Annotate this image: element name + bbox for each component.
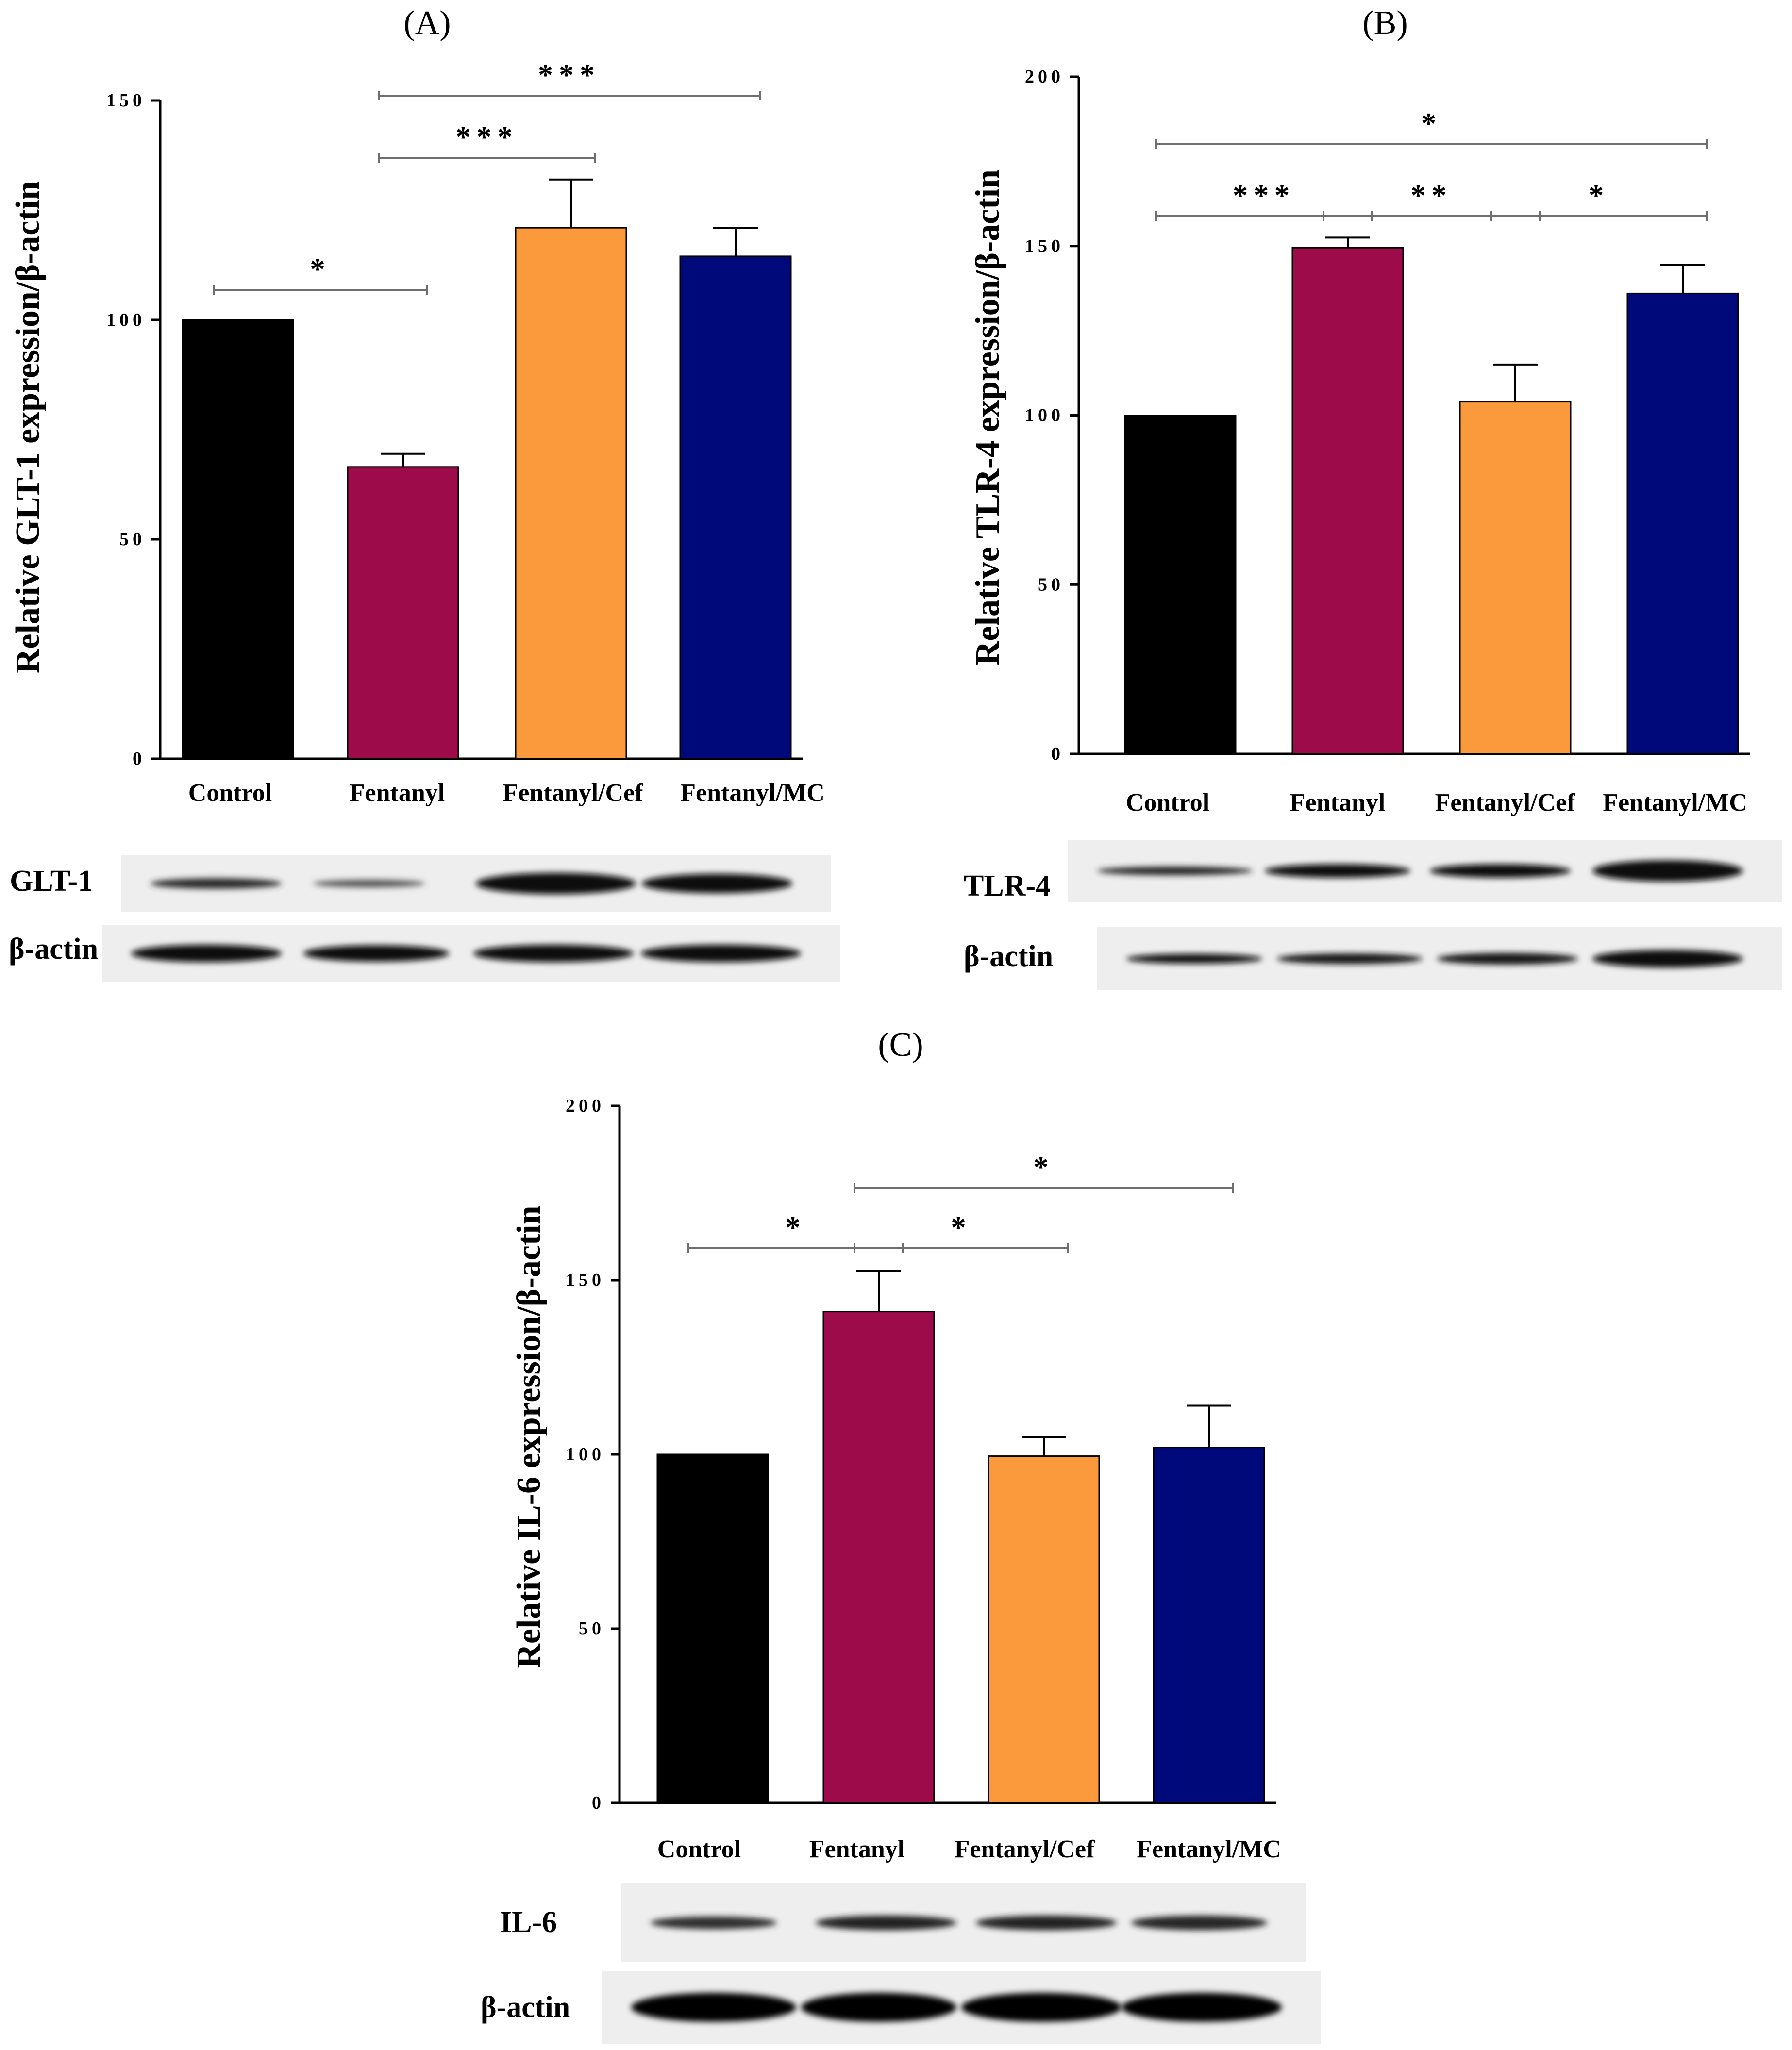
blot-band	[631, 1993, 796, 2022]
x-category-label: Control	[188, 779, 272, 807]
blot-band	[976, 1916, 1117, 1930]
x-category-label: Fentanyl/MC	[1137, 1835, 1281, 1863]
panel-label: (A)	[403, 4, 451, 42]
significance-stars: ***	[456, 121, 519, 154]
chart-panel-A: (A) Relative GLT-1 expression/β-actin 0 50 1…	[9, 4, 825, 807]
x-category-label: Control	[1126, 789, 1209, 817]
blot-label-tlr-4: TLR-4	[964, 869, 1051, 902]
blot-band	[801, 1993, 956, 2022]
blot-band	[1122, 1993, 1282, 2022]
x-category-label: Fentanyl/MC	[1603, 789, 1747, 817]
blot-band	[313, 880, 425, 887]
x-category-label: Fentanyl/MC	[680, 779, 825, 807]
bar-fentanyl-mc	[1153, 1447, 1265, 1804]
blot-band	[1131, 1916, 1267, 1930]
bar-fentanyl-mc	[1626, 292, 1739, 755]
significance-stars: *	[1421, 107, 1442, 140]
blot-band	[1126, 954, 1262, 964]
blot-band	[151, 878, 282, 889]
blot-band	[1592, 860, 1743, 882]
bar-fentanyl-cef	[988, 1455, 1100, 1804]
blot-band	[303, 945, 449, 962]
x-category-label: Fentanyl/Cef	[1435, 789, 1576, 817]
y-tick-label: 100	[566, 1444, 605, 1465]
significance-stars: *	[951, 1211, 972, 1244]
bar-fentanyl-mc	[679, 255, 792, 760]
blot-band	[961, 1993, 1122, 2022]
blot-band	[1277, 953, 1423, 964]
significance-stars: *	[1034, 1151, 1055, 1184]
blot-band	[473, 945, 634, 962]
significance-stars: ***	[1233, 179, 1295, 212]
panel-label: (B)	[1362, 4, 1407, 42]
panel-label: (C)	[878, 1026, 923, 1064]
blot-label--actin: β-actin	[964, 940, 1053, 973]
blot-band	[1592, 950, 1743, 967]
blot-label-il-6: IL-6	[500, 1906, 557, 1939]
significance-stars: **	[1411, 179, 1453, 212]
blot-label-glt-1: GLT-1	[10, 865, 93, 898]
bar-fentanyl	[822, 1311, 935, 1804]
y-tick-label: 50	[1038, 574, 1064, 595]
bar-fentanyl-cef	[515, 227, 627, 760]
western-blot-A: GLT-1 β-actin	[9, 855, 840, 982]
blot-band	[641, 945, 801, 962]
x-category-label: Fentanyl	[809, 1835, 904, 1863]
y-tick-label: 0	[1051, 744, 1064, 764]
y-tick-label: 150	[106, 90, 146, 111]
blot-band	[1437, 953, 1578, 965]
blot-label--actin: β-actin	[9, 933, 98, 966]
blot-label--actin: β-actin	[481, 1991, 570, 2024]
x-category-label: Fentanyl	[1290, 789, 1385, 817]
significance-stars: *	[786, 1211, 806, 1244]
blot-band	[476, 873, 636, 894]
blot-band	[1430, 864, 1571, 878]
y-tick-label: 50	[119, 529, 146, 550]
y-tick-label: 150	[566, 1270, 605, 1290]
x-category-label: Fentanyl/Cef	[955, 1835, 1095, 1863]
y-tick-label: 100	[106, 310, 146, 330]
y-tick-label: 150	[1025, 236, 1064, 256]
y-tick-label: 200	[566, 1096, 605, 1116]
blot-band	[816, 1916, 956, 1930]
y-axis-title: Relative GLT-1 expression/β-actin	[9, 181, 47, 673]
western-blot-C: IL-6 β-actin	[481, 1883, 1321, 2044]
y-tick-label: 200	[1025, 67, 1064, 87]
blot-band	[651, 1917, 777, 1929]
blot-band	[131, 945, 282, 962]
bar-control	[656, 1453, 769, 1804]
significance-stars: *	[310, 253, 331, 286]
significance-stars: ***	[538, 59, 601, 92]
bar-control	[182, 319, 294, 760]
blot-band	[642, 874, 792, 893]
significance-stars: *	[1589, 179, 1609, 212]
y-axis-title: Relative TLR-4 expression/β-actin	[969, 169, 1006, 666]
bar-control	[1124, 415, 1237, 755]
blot-band	[1097, 867, 1253, 875]
chart-panel-B: (B) Relative TLR-4 expression/β-actin 0 50 1…	[969, 4, 1750, 817]
y-axis-title: Relative IL-6 expression/β-actin	[510, 1205, 548, 1668]
western-blot-B: TLR-4 β-actin	[964, 840, 1782, 990]
bar-fentanyl	[1291, 247, 1404, 755]
y-tick-label: 0	[592, 1793, 605, 1813]
chart-panel-C: (C) Relative IL-6 expression/β-actin 0 50 10…	[510, 1026, 1281, 1863]
bar-fentanyl	[347, 466, 459, 760]
blot-band	[1265, 864, 1410, 878]
y-tick-label: 100	[1025, 405, 1064, 426]
y-tick-label: 0	[133, 749, 146, 769]
x-category-label: Fentanyl/Cef	[503, 779, 644, 807]
x-category-label: Fentanyl	[350, 779, 445, 807]
bar-fentanyl-cef	[1459, 401, 1572, 755]
y-tick-label: 50	[579, 1618, 605, 1639]
x-category-label: Control	[657, 1835, 741, 1863]
